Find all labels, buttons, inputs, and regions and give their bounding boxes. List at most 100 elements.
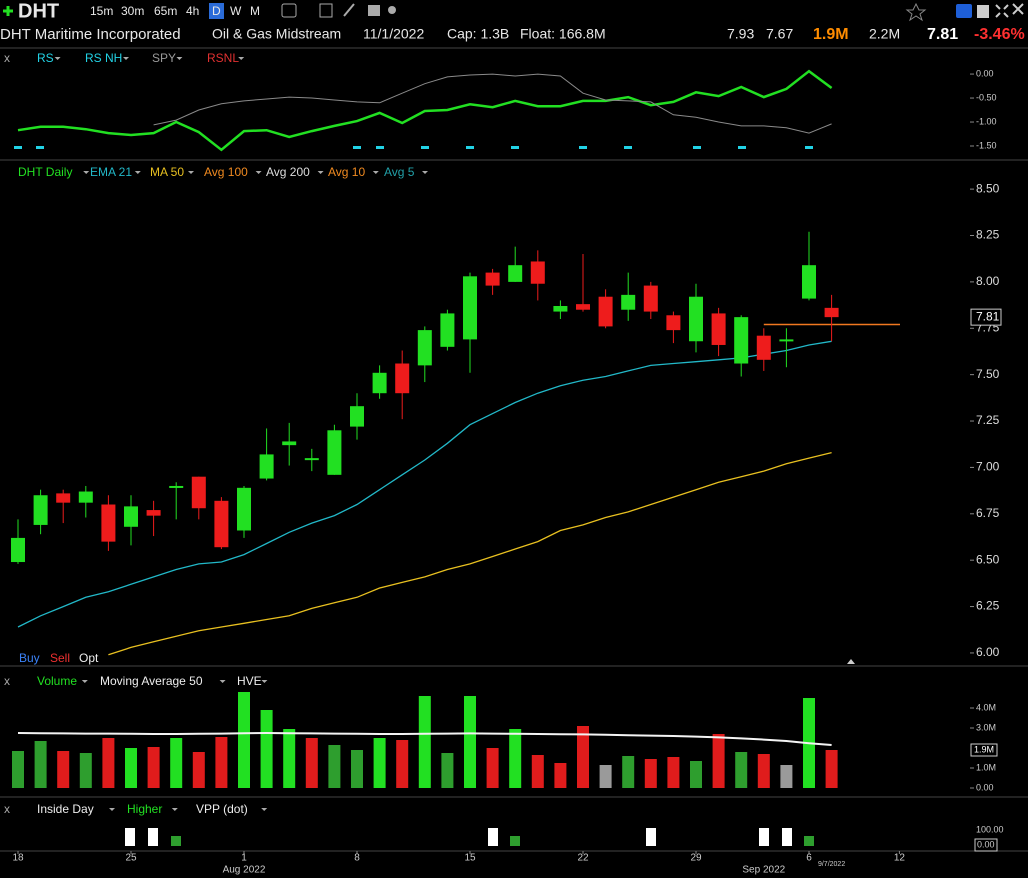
trade-button[interactable]: Opt xyxy=(79,651,99,665)
legend-item[interactable]: Higher xyxy=(127,802,162,816)
interval[interactable]: 4h xyxy=(186,4,199,18)
volume-bar xyxy=(283,729,296,788)
favorite-icon[interactable] xyxy=(905,2,927,22)
toolbar-icon[interactable] xyxy=(319,3,333,18)
toolbar-icon[interactable] xyxy=(388,6,396,14)
volume-bar xyxy=(396,740,409,788)
x-tick-label: 15 xyxy=(464,853,476,864)
legend-item[interactable]: Volume xyxy=(37,674,77,688)
company-name: DHT Maritime Incorporated xyxy=(0,26,181,43)
legend-dropdown xyxy=(422,171,428,174)
legend-item[interactable]: DHT Daily xyxy=(18,165,72,179)
legend-item[interactable]: RSNL xyxy=(207,51,239,65)
interval[interactable]: M xyxy=(250,4,260,18)
candle-body xyxy=(598,296,613,327)
legend-item[interactable]: VPP (dot) xyxy=(196,802,248,816)
legend-item[interactable]: Avg 5 xyxy=(384,165,415,179)
candle-body xyxy=(56,493,71,503)
trade-button[interactable]: Buy xyxy=(19,651,40,665)
y-tick-label: -1.00 xyxy=(976,116,997,126)
y-tick-label: 7.00 xyxy=(976,460,1000,474)
close-panel[interactable]: x xyxy=(4,674,10,688)
toolbar-icon[interactable] xyxy=(956,4,972,18)
candle-body xyxy=(33,495,48,525)
x-tick-label: 25 xyxy=(125,853,137,864)
x-tick-label: 29 xyxy=(690,853,702,864)
y-tick-label: 0.00 xyxy=(976,68,994,78)
x-tick-label: 1 xyxy=(241,853,247,864)
volume-bar xyxy=(79,753,92,788)
close-icon[interactable] xyxy=(1012,3,1024,15)
legend-item[interactable]: Avg 200 xyxy=(266,165,310,179)
volume-bar xyxy=(599,765,612,788)
legend-item[interactable]: EMA 21 xyxy=(90,165,132,179)
candle-body xyxy=(350,406,364,427)
candle-body xyxy=(666,315,681,331)
volume-ma xyxy=(17,731,832,746)
expand-icon[interactable] xyxy=(995,4,1009,18)
volume-bar xyxy=(170,738,183,788)
volume-bar xyxy=(712,734,725,788)
candle-body xyxy=(78,491,93,503)
volume-bar xyxy=(622,756,635,788)
y-tick-label: 6.50 xyxy=(976,552,1000,566)
volume-bar xyxy=(260,710,273,788)
legend-item[interactable]: SPY xyxy=(152,51,176,65)
add-icon[interactable] xyxy=(3,6,13,16)
legend-dropdown xyxy=(317,171,324,174)
trade-button[interactable]: Sell xyxy=(50,651,70,665)
toolbar-icon[interactable] xyxy=(368,5,380,16)
high: 7.93 xyxy=(727,26,754,42)
scroll-marker[interactable] xyxy=(847,659,855,664)
legend-item[interactable]: Avg 100 xyxy=(204,165,248,179)
candle-body xyxy=(779,339,794,342)
legend-item[interactable]: HVE xyxy=(237,674,262,688)
volume-bar xyxy=(757,754,770,788)
toolbar-icon[interactable] xyxy=(977,5,989,18)
month-label: Sep 2022 xyxy=(742,865,785,876)
interval[interactable]: 30m xyxy=(121,4,144,18)
toolbar-icon[interactable] xyxy=(281,3,297,18)
legend-dropdown xyxy=(372,171,379,174)
legend-dropdown xyxy=(54,57,61,60)
legend-item[interactable]: RS NH xyxy=(85,51,122,65)
candle-body xyxy=(576,304,590,310)
volume-bar xyxy=(373,738,386,788)
volume-label-box xyxy=(970,743,998,757)
legend-dropdown xyxy=(238,57,245,60)
interval[interactable]: 15m xyxy=(90,4,113,18)
legend-item[interactable]: Inside Day xyxy=(37,802,94,816)
volume-bar xyxy=(215,737,228,788)
legend-dropdown xyxy=(261,680,268,683)
volume-bar xyxy=(305,738,318,788)
toolbar-icon[interactable] xyxy=(343,3,355,17)
sector: Oil & Gas Midstream xyxy=(212,26,341,42)
axis-label: 100.00 xyxy=(976,824,1004,834)
y-tick-label: 8.25 xyxy=(976,228,1000,242)
volume-bar xyxy=(509,729,522,788)
y-tick-label: 4.0M xyxy=(976,702,996,712)
y-tick-label: 8.50 xyxy=(976,181,1000,195)
y-tick-label: 1.0M xyxy=(976,762,996,772)
interval[interactable]: D xyxy=(212,4,221,18)
legend-item[interactable]: RS xyxy=(37,51,54,65)
candle-body xyxy=(259,454,274,479)
change: -3.46% xyxy=(974,26,1025,43)
volume-bar xyxy=(486,748,499,788)
candle-body xyxy=(327,430,342,475)
candle-body xyxy=(191,476,206,509)
interval[interactable]: 65m xyxy=(154,4,177,18)
close-panel[interactable]: x xyxy=(4,51,10,65)
legend-item[interactable]: Moving Average 50 xyxy=(100,674,203,688)
axis-label: 0.00 xyxy=(977,839,995,849)
close-panel[interactable]: x xyxy=(4,802,10,816)
volume-bar xyxy=(125,748,137,788)
legend-item[interactable]: Avg 10 xyxy=(328,165,365,179)
x-tick-label: 22 xyxy=(577,853,589,864)
volume-bar xyxy=(690,761,702,788)
volume-bar xyxy=(531,755,544,788)
moving-average xyxy=(108,451,832,656)
interval[interactable]: W xyxy=(230,4,242,18)
legend-item[interactable]: MA 50 xyxy=(150,165,184,179)
symbol[interactable]: DHT xyxy=(18,0,59,22)
